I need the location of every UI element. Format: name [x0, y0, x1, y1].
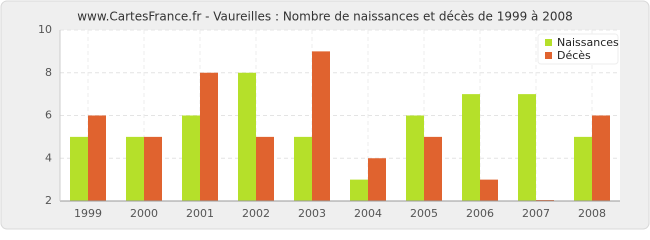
legend-swatch: [545, 39, 552, 46]
bar: [368, 158, 386, 201]
bar: [182, 115, 200, 201]
bar: [480, 179, 498, 201]
bar: [312, 51, 330, 201]
bar: [424, 136, 442, 201]
x-tick-label: 2005: [410, 207, 438, 220]
bar: [518, 94, 536, 201]
legend-box: [537, 33, 619, 65]
x-tick-label: 2003: [298, 207, 326, 220]
y-tick-label: 8: [45, 66, 52, 79]
bar: [406, 115, 424, 201]
y-tick-label: 10: [38, 23, 52, 36]
y-tick-label: 4: [45, 151, 52, 164]
bar: [144, 136, 162, 201]
x-tick-label: 2002: [242, 207, 270, 220]
y-tick-label: 6: [45, 109, 52, 122]
bar: [200, 72, 218, 201]
x-tick-label: 1999: [74, 207, 102, 220]
bar: [88, 115, 106, 201]
x-tick-label: 2006: [466, 207, 494, 220]
x-tick-label: 2007: [522, 207, 550, 220]
legend-label: Naissances: [557, 36, 619, 49]
bar: [574, 136, 592, 201]
bar: [350, 179, 368, 201]
x-tick-label: 2001: [186, 207, 214, 220]
bar: [294, 136, 312, 201]
bar: [126, 136, 144, 201]
legend-swatch: [545, 52, 552, 59]
bar: [592, 115, 610, 201]
chart-title: www.CartesFrance.fr - Vaureilles : Nombr…: [77, 10, 573, 24]
legend-label: Décès: [557, 49, 591, 62]
x-tick-label: 2008: [578, 207, 606, 220]
bar: [70, 136, 88, 201]
x-tick-label: 2004: [354, 207, 382, 220]
bar: [256, 136, 274, 201]
bar: [238, 72, 256, 201]
y-tick-label: 2: [45, 194, 52, 207]
bar: [462, 94, 480, 201]
x-tick-label: 2000: [130, 207, 158, 220]
chart: www.CartesFrance.fr - Vaureilles : Nombr…: [0, 0, 650, 230]
